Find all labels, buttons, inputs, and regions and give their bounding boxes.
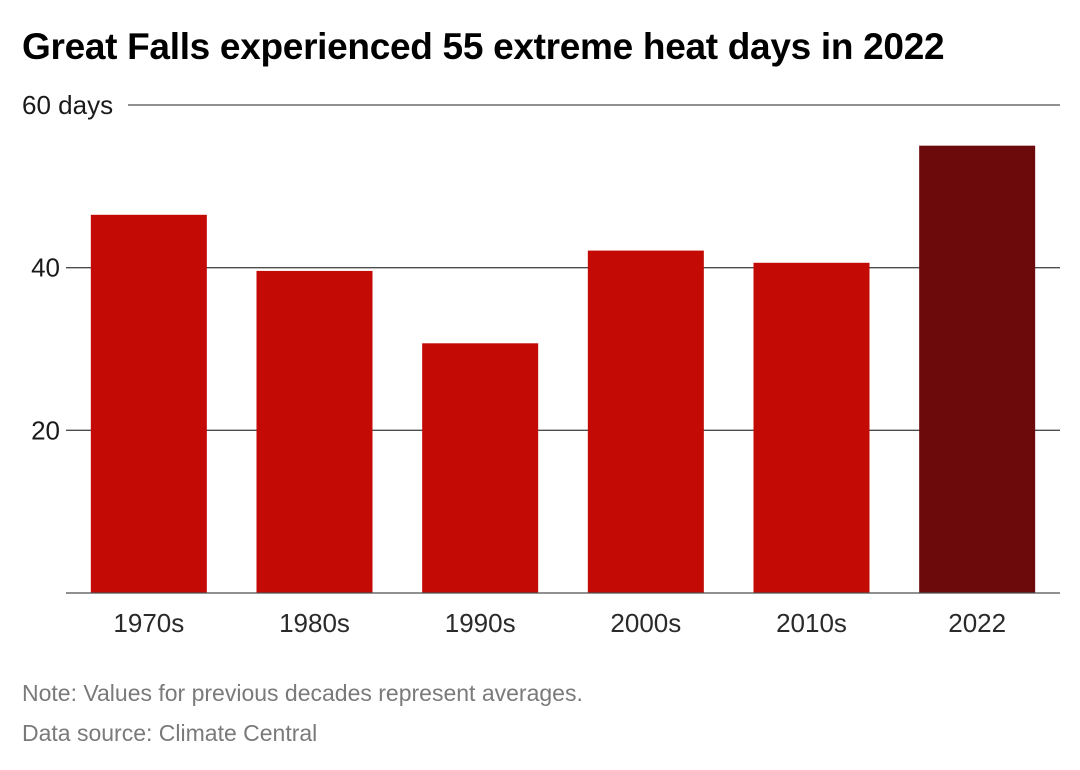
bar-2010s [753, 262, 870, 593]
bar-1980s [256, 270, 373, 593]
x-tick-label: 2000s [610, 608, 681, 638]
x-tick-label: 1990s [445, 608, 516, 638]
data-source-text: Data source: Climate Central [22, 720, 318, 746]
y-tick-label: 40 [31, 253, 60, 283]
x-tick-label: 2010s [776, 608, 847, 638]
footnote-text: Note: Values for previous decades repres… [22, 680, 583, 706]
y-tick-label: 20 [31, 415, 60, 445]
bar-1990s [422, 343, 539, 593]
chart-title: Great Falls experienced 55 extreme heat … [22, 26, 945, 67]
bar-2022 [919, 145, 1036, 593]
x-tick-label: 1980s [279, 608, 350, 638]
x-tick-label: 2022 [948, 608, 1006, 638]
bar-1970s [90, 214, 207, 594]
y-tick-label: 60 days [22, 90, 113, 120]
x-tick-label: 1970s [113, 608, 184, 638]
bar-2000s [587, 250, 704, 593]
